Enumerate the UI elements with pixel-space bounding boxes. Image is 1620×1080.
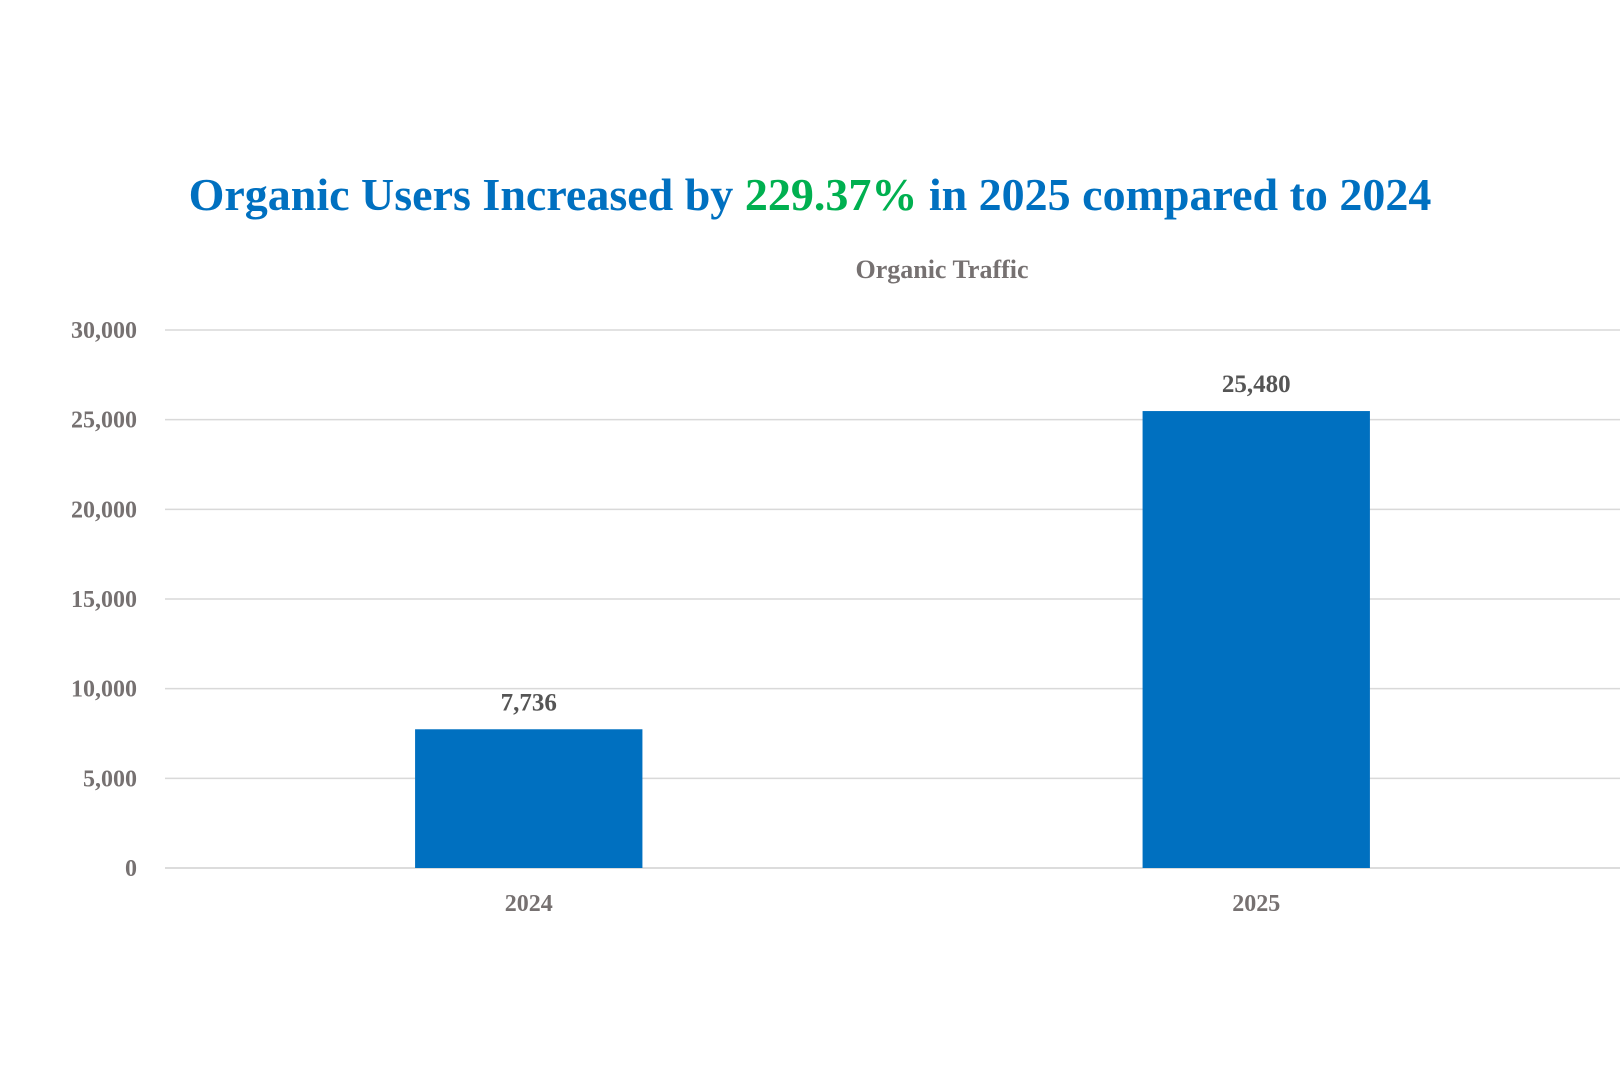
chart-title: Organic Traffic <box>855 255 1028 284</box>
y-tick-label: 5,000 <box>83 766 137 792</box>
y-tick-label: 30,000 <box>71 318 137 344</box>
headline-prefix: Organic Users Increased by <box>188 169 745 220</box>
y-tick-label: 15,000 <box>71 587 137 613</box>
chart-container: Organic Traffic 0 5,000 10,000 15,000 20,000… <box>0 250 1620 930</box>
bar-chart: Organic Traffic 0 5,000 10,000 15,000 20,000… <box>71 255 1620 917</box>
x-axis-categories: 2024 2025 <box>505 891 1281 917</box>
y-tick-label: 10,000 <box>71 677 137 703</box>
data-labels: 7,736 25,480 <box>501 371 1291 716</box>
bar-2024 <box>415 729 643 868</box>
headline-suffix: in 2025 compared to 2024 <box>917 169 1432 220</box>
data-label-2025: 25,480 <box>1222 371 1291 398</box>
bars <box>415 411 1370 868</box>
headline-highlight-percent: 229.37% <box>744 169 918 220</box>
y-axis-ticks: 0 5,000 10,000 15,000 20,000 25,000 30,000 <box>71 318 137 882</box>
category-label-2025: 2025 <box>1232 891 1280 917</box>
data-label-2024: 7,736 <box>501 689 557 716</box>
gridlines <box>165 329 1620 869</box>
y-tick-label: 0 <box>125 856 137 882</box>
category-label-2024: 2024 <box>505 891 553 917</box>
headline: Organic Users Increased by 229.37% in 20… <box>0 168 1620 221</box>
bar-2025 <box>1142 411 1370 868</box>
y-tick-label: 25,000 <box>71 408 137 434</box>
y-tick-label: 20,000 <box>71 497 137 523</box>
